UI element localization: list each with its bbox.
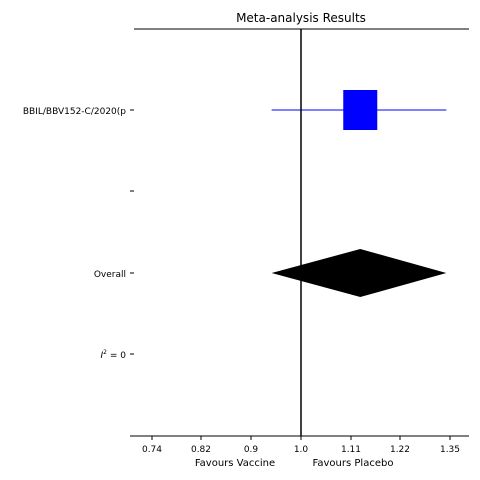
x-axis-ticks: 0.74 0.82 0.9 1.0 1.11 1.22 1.35 [142, 436, 460, 455]
study-point-estimate [343, 90, 378, 130]
forest-rows: BBIL/BBV152-C/2020(p Overall I2 = 0 [23, 90, 447, 361]
x-tick-label: 0.74 [142, 445, 162, 455]
x-tick-label: 0.9 [244, 445, 259, 455]
overall-diamond [271, 249, 447, 297]
x-tick-label: 0.82 [191, 445, 211, 455]
x-tick-label: 1.22 [390, 445, 410, 455]
x-tick-label: 1.0 [294, 445, 309, 455]
x-tick-label: 1.11 [341, 445, 361, 455]
y-tick-label: Overall [94, 270, 126, 280]
xlabel-left: Favours Vaccine [195, 458, 275, 469]
xlabel-right: Favours Placebo [313, 458, 394, 469]
y-tick-label: I2 = 0 [101, 349, 127, 361]
chart-title: Meta-analysis Results [236, 11, 366, 25]
x-tick-label: 1.35 [440, 445, 460, 455]
y-tick-label: BBIL/BBV152-C/2020(p [23, 107, 126, 117]
